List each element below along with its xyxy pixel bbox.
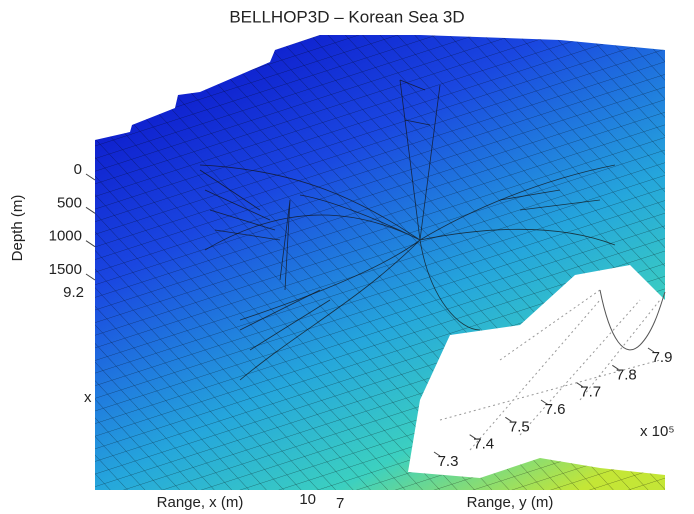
y-tick-label: 7.7	[580, 384, 601, 401]
annotation: 7	[336, 495, 344, 512]
annotation: x	[84, 389, 92, 406]
y-tick-label: 7.4	[473, 436, 494, 453]
y-tick-label: 7.8	[616, 366, 637, 383]
y-tick-label: 7.9	[652, 349, 673, 366]
y-exponent: x 10⁵	[640, 423, 675, 440]
y-axis-label: Range, y (m)	[467, 494, 554, 511]
y-tick-label: 7.5	[509, 418, 530, 435]
z-tick-label: 1500	[49, 261, 82, 278]
x-axis-label: Range, x (m)	[157, 494, 244, 511]
z-tick	[86, 241, 95, 247]
y-tick-label: 7.3	[438, 453, 459, 470]
annotation: 9.2	[63, 284, 84, 301]
z-axis-label: Depth (m)	[9, 195, 26, 262]
chart-title: BELLHOP3D – Korean Sea 3D	[229, 7, 464, 26]
z-tick	[86, 274, 95, 280]
chart: BELLHOP3D – Korean Sea 3D Depth (m) Rang…	[0, 0, 694, 514]
z-tick	[86, 207, 95, 213]
annotation: 10	[299, 491, 316, 508]
z-tick-label: 0	[74, 161, 82, 178]
z-tick-label: 500	[57, 194, 82, 211]
z-tick	[86, 174, 95, 180]
y-tick-label: 7.6	[545, 401, 566, 418]
z-tick-label: 1000	[49, 228, 82, 245]
